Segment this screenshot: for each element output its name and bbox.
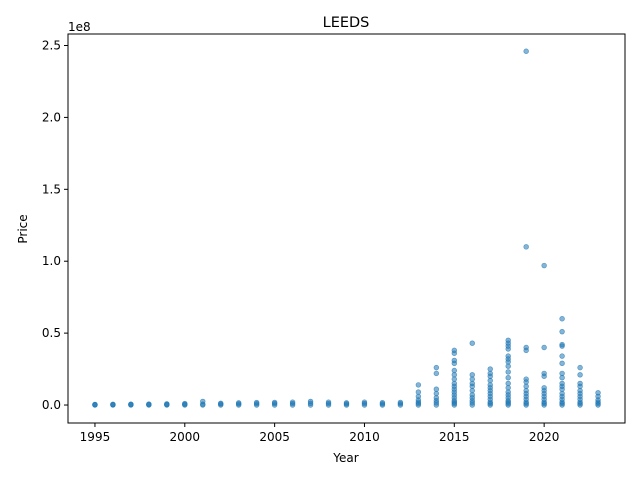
data-point	[505, 380, 511, 387]
data-point	[541, 262, 547, 269]
y-axis: 0.0 0.5 1.0 1.5 2.0 2.5	[42, 39, 68, 412]
data-point	[523, 244, 529, 250]
chart-title: LEEDS	[323, 15, 370, 31]
data-point	[325, 399, 332, 405]
data-point	[200, 398, 206, 405]
y-tick-label: 2.0	[42, 110, 61, 124]
points-layer	[92, 48, 601, 408]
data-point	[110, 401, 116, 407]
data-point	[487, 366, 493, 372]
y-tick-label: 1.0	[42, 254, 61, 268]
x-tick-label: 2015	[439, 430, 470, 444]
data-point	[469, 372, 475, 378]
data-point	[92, 401, 98, 408]
data-point	[577, 372, 583, 378]
data-point	[451, 367, 458, 374]
x-tick-label: 2010	[349, 430, 380, 444]
data-point	[559, 328, 565, 335]
data-point	[433, 364, 440, 371]
data-point	[505, 375, 511, 381]
data-point	[415, 382, 422, 388]
data-point	[451, 347, 458, 354]
data-point	[523, 376, 529, 382]
data-point	[361, 399, 368, 405]
data-point	[433, 386, 440, 392]
data-point	[541, 370, 547, 377]
x-tick-label: 2020	[529, 430, 560, 444]
y-axis-label: Price	[16, 214, 30, 243]
data-point	[253, 399, 260, 406]
data-point	[164, 401, 170, 407]
data-point	[505, 353, 511, 359]
y-tick-label: 1.5	[42, 182, 61, 196]
data-point	[469, 340, 475, 346]
data-point	[559, 341, 565, 348]
data-point	[559, 370, 565, 377]
x-tick-label: 1995	[80, 430, 111, 444]
data-point	[595, 390, 601, 396]
data-point	[559, 353, 565, 359]
data-point	[235, 400, 242, 406]
data-point	[559, 380, 565, 387]
data-point	[559, 360, 565, 367]
data-point	[559, 316, 565, 322]
data-point	[433, 370, 440, 377]
y-offset-label: 1e8	[68, 20, 91, 34]
data-point	[289, 399, 296, 405]
x-tick-label: 2005	[259, 430, 290, 444]
y-tick-label: 0.5	[42, 326, 61, 340]
x-tick-label: 2000	[170, 430, 201, 444]
y-tick-label: 0.0	[42, 398, 61, 412]
data-point	[128, 401, 134, 407]
data-point	[451, 357, 458, 364]
data-point	[415, 389, 422, 395]
data-point	[577, 364, 583, 371]
data-point	[523, 48, 529, 54]
data-point	[307, 398, 314, 405]
plot-frame	[67, 33, 626, 424]
data-point	[271, 399, 278, 406]
data-point	[343, 400, 350, 406]
data-point	[379, 400, 386, 406]
data-point	[397, 399, 404, 406]
data-point	[577, 380, 583, 387]
data-point	[523, 344, 529, 351]
data-point	[505, 369, 511, 375]
data-point	[505, 337, 511, 344]
data-point	[541, 344, 547, 351]
data-point	[541, 385, 547, 391]
data-point	[182, 400, 188, 407]
y-tick-label: 2.5	[42, 39, 61, 53]
x-axis: 1995 2000 2005 2010 2015 2020	[80, 423, 560, 444]
x-axis-label: Year	[332, 451, 358, 465]
data-point	[146, 401, 152, 407]
data-point	[218, 400, 224, 406]
